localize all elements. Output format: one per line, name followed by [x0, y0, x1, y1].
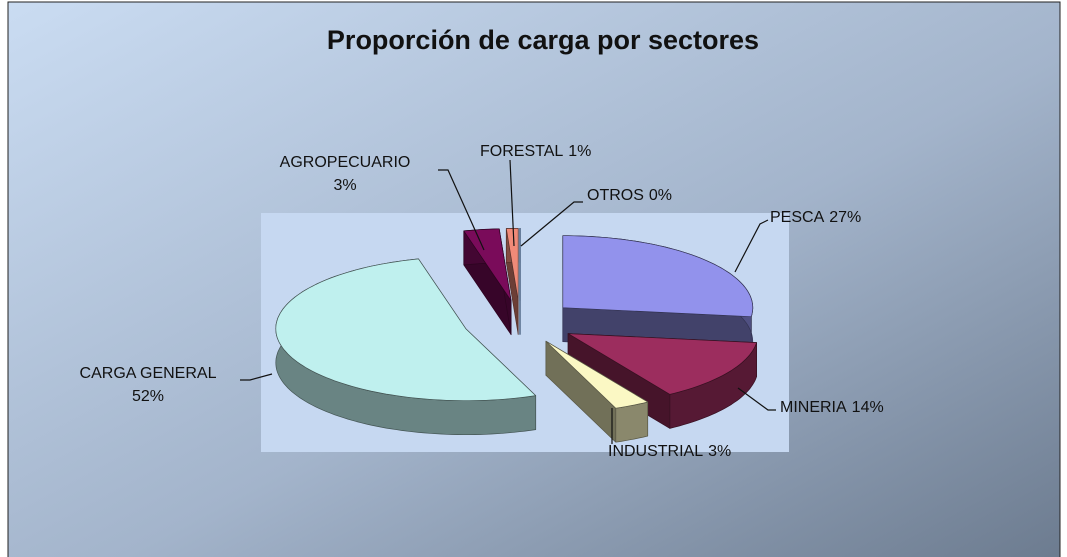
pie-slice [463, 228, 512, 336]
chart-title: Proporción de carga por sectores [327, 25, 759, 55]
leader-line [520, 201, 583, 247]
slice-top [463, 228, 512, 302]
labels: PESCA 27% MINERIA 14% INDUSTRIAL 3% CARGA GENE… [80, 143, 884, 460]
leader-line [734, 219, 769, 273]
data-label: INDUSTRIAL 3% [608, 443, 731, 460]
leader-line [509, 159, 515, 247]
value-label: 3% [708, 443, 731, 460]
pie [275, 228, 757, 443]
category-label: CARGA GENERAL [80, 365, 217, 382]
slice-top [505, 228, 519, 301]
category-label: OTROS [587, 187, 644, 204]
slice-top [545, 340, 649, 409]
value-label: 0% [649, 187, 672, 204]
leader-line [438, 169, 485, 251]
data-label: PESCA 27% [770, 209, 861, 226]
category-label: PESCA [770, 209, 825, 226]
slice-wall [615, 401, 649, 443]
category-label: FORESTAL [480, 143, 563, 160]
pie-slice [545, 340, 649, 443]
value-label: 14% [852, 399, 884, 416]
data-label: FORESTAL 1% [480, 143, 591, 160]
value-label: 3% [333, 177, 356, 194]
value-label: 52% [132, 388, 164, 405]
leader-line [240, 373, 273, 381]
slice-top [275, 258, 537, 402]
slice-top [567, 333, 757, 395]
value-label: 27% [829, 209, 861, 226]
pie-slice [505, 228, 519, 335]
category-label: MINERIA [780, 399, 847, 416]
slice-top [562, 235, 754, 318]
value-label: 1% [568, 143, 591, 160]
data-label: OTROS 0% [587, 187, 672, 204]
data-label: MINERIA 14% [780, 399, 884, 416]
category-label: AGROPECUARIO [280, 154, 411, 171]
category-label: INDUSTRIAL [608, 443, 703, 460]
pie-slice [275, 258, 537, 436]
leader-line [737, 387, 776, 411]
